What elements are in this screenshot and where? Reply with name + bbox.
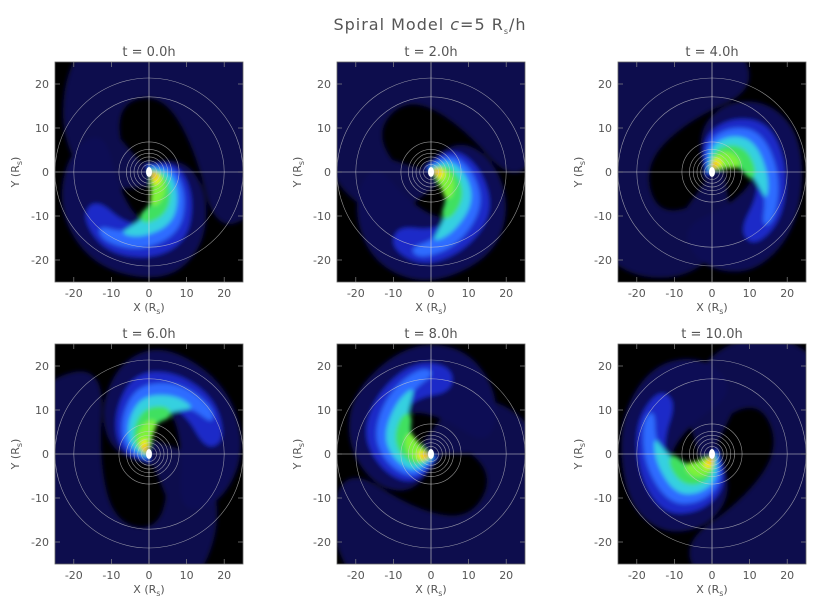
y-tick-label: -20 <box>594 254 612 267</box>
x-tick-label: 10 <box>462 569 476 582</box>
x-tick-label: 10 <box>743 569 757 582</box>
x-tick-label: -10 <box>384 569 402 582</box>
x-tick-label: 20 <box>780 287 794 300</box>
y-tick-label: -20 <box>31 254 49 267</box>
y-tick-label: 20 <box>598 360 612 373</box>
y-tick-label: 0 <box>324 448 331 461</box>
x-tick-label: 0 <box>709 569 716 582</box>
occulter <box>428 167 434 177</box>
y-axis-label: Y (Rs) <box>9 157 24 189</box>
y-tick-label: 10 <box>317 122 331 135</box>
y-tick-label: -10 <box>31 210 49 223</box>
y-tick-label: 0 <box>42 166 49 179</box>
heatmap-contour <box>55 371 218 564</box>
x-tick-label: 10 <box>180 569 194 582</box>
y-tick-label: 10 <box>35 404 49 417</box>
y-tick-label: 20 <box>317 360 331 373</box>
x-axis-label: X (Rs) <box>696 583 727 598</box>
y-axis-label: Y (Rs) <box>291 157 306 189</box>
x-tick-label: -10 <box>665 569 683 582</box>
heatmap-contour <box>424 455 429 457</box>
x-tick-label: 0 <box>709 287 716 300</box>
y-tick-label: 20 <box>598 78 612 91</box>
y-tick-label: 0 <box>605 448 612 461</box>
y-axis-label: Y (Rs) <box>9 439 24 471</box>
x-tick-label: -20 <box>347 287 365 300</box>
y-tick-label: -20 <box>31 536 49 549</box>
occulter <box>428 449 434 459</box>
panel-title: t = 10.0h <box>681 327 742 342</box>
y-tick-label: 0 <box>324 166 331 179</box>
x-tick-label: 10 <box>462 287 476 300</box>
panel-title: t = 8.0h <box>404 327 457 342</box>
x-tick-label: -10 <box>665 287 683 300</box>
y-tick-label: -20 <box>313 254 331 267</box>
x-tick-label: 20 <box>499 569 513 582</box>
x-axis-label: X (Rs) <box>415 583 446 598</box>
heatmap-contour <box>386 389 434 470</box>
y-tick-label: 20 <box>317 78 331 91</box>
panel: t = 6.0h -20 -10 0 10 20 -20 -10 0 10 20 X (Rs) Y (R… <box>9 327 244 598</box>
x-axis-label: X (Rs) <box>133 583 164 598</box>
occulter <box>709 449 715 459</box>
heatmap-contour <box>337 399 525 564</box>
occulter <box>146 167 152 177</box>
panel: t = 2.0h -20 -10 0 10 20 -20 -10 0 10 20 X (Rs) Y (R… <box>291 45 526 316</box>
heatmap-contour <box>152 172 155 176</box>
y-axis-label: Y (Rs) <box>291 439 306 471</box>
panel: t = 8.0h -20 -10 0 10 20 -20 -10 0 10 20 X (Rs) Y (R… <box>291 327 526 598</box>
figure-title: Spiral Model c=5 Rs/h <box>333 15 526 36</box>
x-tick-label: -10 <box>102 287 120 300</box>
y-tick-label: 0 <box>42 448 49 461</box>
x-tick-label: 0 <box>146 287 153 300</box>
x-tick-label: 10 <box>743 287 757 300</box>
y-tick-label: -10 <box>594 492 612 505</box>
y-tick-label: 10 <box>598 122 612 135</box>
panel-title: t = 6.0h <box>122 327 175 342</box>
x-tick-label: 20 <box>780 569 794 582</box>
y-tick-label: 20 <box>35 78 49 91</box>
panel: t = 10.0h -20 -10 0 10 20 -20 -10 0 10 20 X (Rs) Y (… <box>572 327 807 598</box>
panel: t = 4.0h -20 -10 0 10 20 -20 -10 0 10 20 X (Rs) Y (R… <box>572 45 807 316</box>
occulter <box>709 167 715 177</box>
y-axis-label: Y (Rs) <box>572 157 587 189</box>
x-tick-label: -20 <box>347 569 365 582</box>
x-tick-label: -10 <box>384 287 402 300</box>
y-axis-label: Y (Rs) <box>572 439 587 471</box>
panel-grid: t = 0.0h -20 -10 0 10 20 -20 -10 0 10 20 X (Rs) Y (R… <box>9 45 807 598</box>
panel-title: t = 4.0h <box>685 45 738 60</box>
y-tick-label: -10 <box>31 492 49 505</box>
panel: t = 0.0h -20 -10 0 10 20 -20 -10 0 10 20 X (Rs) Y (R… <box>9 45 244 316</box>
x-axis-label: X (Rs) <box>415 301 446 316</box>
x-tick-label: 20 <box>217 287 231 300</box>
occulter <box>146 449 152 459</box>
y-tick-label: -20 <box>594 536 612 549</box>
y-tick-label: -10 <box>313 210 331 223</box>
y-tick-label: 0 <box>605 166 612 179</box>
y-tick-label: 10 <box>317 404 331 417</box>
y-tick-label: 10 <box>35 122 49 135</box>
x-tick-label: -20 <box>628 569 646 582</box>
x-tick-label: 0 <box>146 569 153 582</box>
y-tick-label: -10 <box>313 492 331 505</box>
y-tick-label: -20 <box>313 536 331 549</box>
x-tick-label: -10 <box>102 569 120 582</box>
panel-title: t = 2.0h <box>404 45 457 60</box>
x-tick-label: 20 <box>217 569 231 582</box>
x-tick-label: -20 <box>65 287 83 300</box>
x-tick-label: 0 <box>428 287 435 300</box>
x-tick-label: 10 <box>180 287 194 300</box>
x-axis-label: X (Rs) <box>696 301 727 316</box>
x-tick-label: 0 <box>428 569 435 582</box>
y-tick-label: 10 <box>598 404 612 417</box>
heatmap-contour <box>144 448 147 452</box>
x-axis-label: X (Rs) <box>133 301 164 316</box>
y-tick-label: -10 <box>594 210 612 223</box>
y-tick-label: 20 <box>35 360 49 373</box>
x-tick-label: -20 <box>65 569 83 582</box>
x-tick-label: -20 <box>628 287 646 300</box>
panel-title: t = 0.0h <box>122 45 175 60</box>
x-tick-label: 20 <box>499 287 513 300</box>
